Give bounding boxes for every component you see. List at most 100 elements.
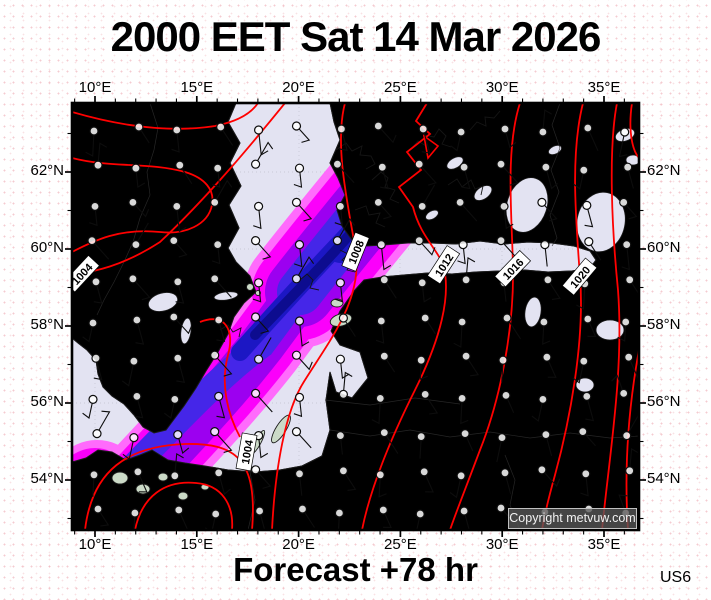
wind-barb (537, 465, 561, 488)
wind-barb (91, 353, 103, 381)
svg-text:1004: 1004 (240, 438, 256, 465)
lon-label-top: 20°E (282, 79, 315, 96)
wind-barb (254, 125, 269, 156)
wind-barb (92, 410, 111, 439)
wind-barb (82, 318, 98, 343)
wind-barb (334, 278, 345, 303)
lat-label-right: 62°N (647, 162, 681, 179)
wind-barb (133, 467, 148, 493)
lat-label-left: 56°N (30, 393, 64, 410)
wind-barb (499, 201, 514, 230)
wind-barb (210, 274, 232, 298)
lat-label-left: 54°N (30, 470, 64, 487)
wind-barb (375, 316, 386, 344)
wind-barb (540, 240, 550, 267)
wind-barb (131, 163, 146, 189)
wind-barb (379, 351, 396, 373)
wind-barb (334, 508, 344, 530)
wind-barb (173, 430, 190, 454)
wind-barb (624, 352, 639, 381)
wind-barb (417, 278, 432, 303)
wind-barb (541, 162, 559, 190)
wind-barb (501, 390, 515, 414)
isobar-label-1016: 1016 (494, 249, 532, 288)
wind-barb (293, 392, 305, 418)
lon-label-top: 35°E (587, 79, 621, 96)
wind-barb (122, 433, 139, 461)
wind-barb (291, 427, 312, 449)
wind-barb (134, 122, 150, 144)
wind-barb (453, 317, 467, 348)
wind-barb (375, 470, 387, 498)
wind-barb (214, 468, 231, 496)
wind-barb (297, 504, 315, 528)
wind-barb (338, 313, 356, 337)
wind-barb (121, 356, 139, 387)
wind-barb (461, 351, 480, 377)
wind-barb (164, 394, 180, 419)
wind-barb (210, 427, 233, 454)
wind-barb (335, 431, 345, 455)
lon-label-bottom: 15°E (180, 536, 214, 553)
wind-barb (619, 197, 638, 220)
wind-barb (420, 313, 436, 335)
wind-barb (173, 353, 186, 383)
wind-barb (583, 314, 597, 337)
wind-barb (584, 237, 602, 261)
wind-barb (539, 317, 551, 345)
wind-barb (89, 201, 100, 227)
wind-barb (170, 452, 184, 481)
wind-barb (543, 275, 561, 300)
wind-barb (498, 355, 508, 383)
wind-barb (461, 256, 476, 285)
wind-barb (373, 121, 397, 144)
wind-barb (623, 162, 634, 189)
wind-barbs (82, 109, 639, 530)
copyright-badge: Copyright metvuw.com (508, 508, 637, 529)
wind-barb (500, 124, 517, 149)
wind-barb (173, 277, 185, 304)
wind-barb (82, 394, 98, 419)
wind-barb (169, 236, 188, 258)
wind-barb (214, 391, 226, 419)
lon-label-top: 30°E (485, 79, 519, 96)
wind-barb (455, 197, 478, 222)
wind-barb (130, 508, 140, 530)
lat-label-right: 58°N (647, 316, 681, 333)
wind-barb (294, 469, 305, 496)
wind-barb (93, 142, 108, 170)
lon-label-top: 25°E (384, 79, 417, 96)
wind-barb (210, 179, 233, 207)
wind-barb (618, 127, 630, 158)
wind-barb (214, 315, 226, 342)
wind-barb (379, 428, 399, 454)
lat-label-left: 60°N (30, 239, 64, 256)
lon-label-bottom: 30°E (485, 536, 519, 553)
lon-label-top: 10°E (78, 79, 112, 96)
wind-barb (625, 447, 639, 476)
wind-barb (132, 315, 145, 345)
lon-label-bottom: 10°E (78, 536, 112, 553)
lat-label-right: 54°N (647, 470, 681, 487)
lat-label-right: 56°N (647, 393, 681, 410)
wind-barb (254, 337, 272, 364)
wind-barb (251, 312, 270, 334)
lat-label-right: 60°N (647, 239, 681, 256)
wind-barb (211, 240, 223, 265)
lon-label-top: 15°E (180, 79, 214, 96)
wind-barb (377, 162, 389, 190)
map-frame (70, 101, 641, 532)
wind-barb (419, 467, 434, 493)
wind-barb (625, 275, 639, 296)
chart-title: 2000 EET Sat 14 Mar 2026 (110, 13, 602, 60)
wind-barb (496, 433, 507, 463)
wind-barb (291, 197, 313, 222)
wind-barb (91, 277, 103, 304)
wind-barb (332, 217, 355, 246)
wind-barb (621, 240, 632, 271)
wind-barb (378, 505, 392, 528)
wind-barb (338, 371, 353, 399)
wind-barb (502, 313, 522, 340)
wind-barb (450, 127, 466, 152)
